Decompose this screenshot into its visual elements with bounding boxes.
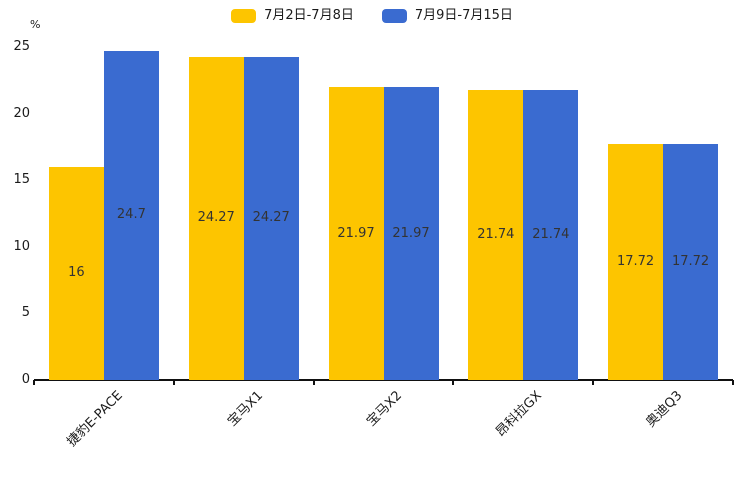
x-axis-tick [732, 380, 734, 385]
legend-swatch-week2 [381, 9, 407, 23]
y-axis-tick-label: 0 [21, 372, 30, 387]
x-axis-tick [172, 380, 175, 385]
bar-0-3[interactable]: 21.74 [468, 90, 524, 380]
bar-value-label: 16 [68, 265, 85, 281]
legend-item-week2[interactable]: 7月9日-7月15日 [381, 8, 513, 23]
bar-1-4[interactable]: 17.72 [663, 143, 719, 380]
legend: 7月2日-7月8日 7月9日-7月15日 [0, 6, 744, 26]
bar-1-2[interactable]: 21.97 [383, 87, 439, 380]
bar-0-2[interactable]: 21.97 [328, 87, 384, 380]
bar-value-label: 21.74 [532, 227, 570, 243]
bar-value-label: 17.72 [616, 253, 655, 269]
x-axis-line [34, 379, 733, 381]
y-axis-unit-label: % [30, 18, 41, 31]
x-axis-label-3: 昂科拉GX [493, 388, 546, 440]
x-axis-label-1: 宝马X1 [224, 388, 266, 430]
y-axis-tick-label: 25 [13, 39, 30, 54]
x-axis-label-2: 宝马X2 [364, 388, 406, 430]
legend-item-week1[interactable]: 7月2日-7月8日 [231, 9, 354, 23]
bar-value-label: 21.97 [337, 225, 375, 241]
bar-1-0[interactable]: 24.7 [103, 50, 159, 380]
bar-value-label: 24.27 [252, 210, 290, 226]
y-axis-tick-label: 20 [13, 105, 30, 121]
bar-value-label: 21.97 [392, 225, 430, 241]
bar-1-1[interactable]: 24.27 [243, 56, 299, 380]
x-axis-tick [312, 380, 315, 385]
bar-0-4[interactable]: 17.72 [608, 143, 664, 380]
bar-value-label: 21.74 [477, 227, 515, 243]
bar-value-label: 24.27 [197, 210, 235, 226]
x-axis-tick [33, 380, 35, 385]
legend-swatch-week1 [231, 9, 257, 23]
x-axis-label-4: 奥迪Q3 [642, 388, 686, 431]
y-axis-tick-label: 15 [13, 172, 30, 188]
legend-label-week1: 7月2日-7月8日 [264, 8, 354, 23]
y-axis-tick-label: 10 [13, 238, 30, 254]
y-axis-tick-label: 5 [21, 305, 30, 321]
bar-value-label: 17.72 [671, 253, 710, 269]
x-axis-label-0: 捷豹E-PACE [64, 388, 126, 450]
bar-0-0[interactable]: 16 [48, 166, 104, 380]
bar-1-3[interactable]: 21.74 [523, 90, 579, 380]
bar-0-1[interactable]: 24.27 [188, 56, 244, 380]
bar-value-label: 24.7 [116, 207, 146, 223]
x-axis-tick [452, 380, 455, 385]
legend-label-week2: 7月9日-7月15日 [414, 8, 513, 23]
x-axis-tick [592, 380, 595, 385]
